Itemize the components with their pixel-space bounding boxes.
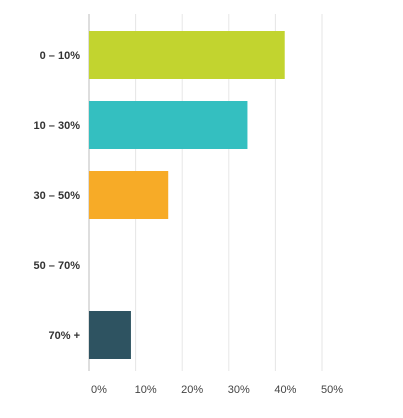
x-axis-ticks: 0% 10% 20% 30% 40% 50%: [91, 384, 343, 396]
x-tick-label: 40%: [274, 384, 296, 396]
category-label: 0 – 10%: [40, 50, 81, 62]
category-labels: 0 – 10% 10 – 30% 30 – 50% 50 – 70% 70% +: [34, 50, 81, 342]
category-label: 50 – 70%: [34, 260, 81, 272]
x-tick-label: 50%: [321, 384, 343, 396]
x-tick-label: 0%: [91, 384, 107, 396]
category-label: 30 – 50%: [34, 190, 81, 202]
bars: [89, 31, 285, 359]
bar: [89, 101, 248, 149]
x-tick-label: 20%: [181, 384, 203, 396]
bar: [89, 311, 131, 359]
category-label: 70% +: [49, 330, 81, 342]
x-tick-label: 30%: [228, 384, 250, 396]
category-label: 10 – 30%: [34, 120, 81, 132]
bar: [89, 31, 285, 79]
bar: [89, 171, 169, 219]
x-tick-label: 10%: [135, 384, 157, 396]
